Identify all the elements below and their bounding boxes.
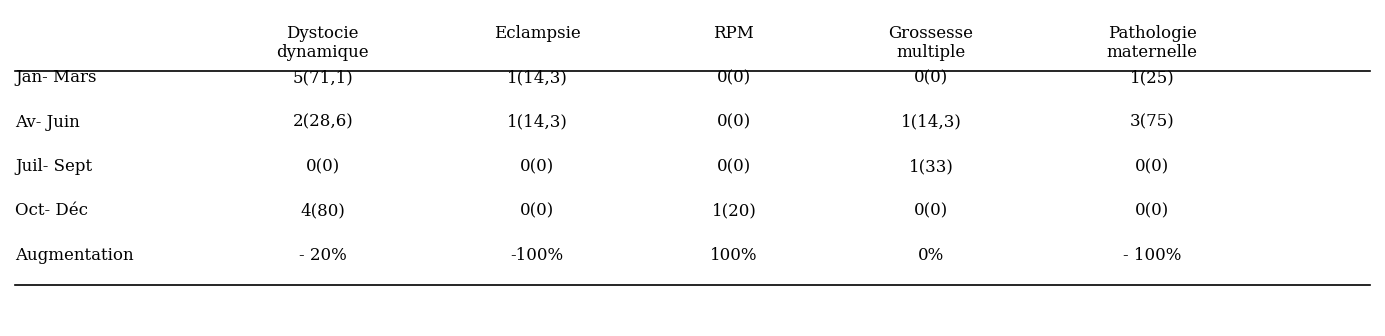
Text: Av- Juin: Av- Juin [15, 114, 80, 131]
Text: 0(0): 0(0) [1134, 202, 1169, 219]
Text: 2(28,6): 2(28,6) [292, 114, 353, 131]
Text: 3(75): 3(75) [1130, 114, 1174, 131]
Text: 0(0): 0(0) [914, 69, 949, 86]
Text: 1(14,3): 1(14,3) [507, 114, 568, 131]
Text: Oct- Déc: Oct- Déc [15, 202, 89, 219]
Text: 1(14,3): 1(14,3) [507, 69, 568, 86]
Text: 0(0): 0(0) [1134, 158, 1169, 175]
Text: 4(80): 4(80) [301, 202, 345, 219]
Text: -100%: -100% [511, 247, 564, 264]
Text: Grossesse
multiple: Grossesse multiple [888, 25, 974, 61]
Text: Dystocie
dynamique: Dystocie dynamique [277, 25, 368, 61]
Text: Juil- Sept: Juil- Sept [15, 158, 93, 175]
Text: 5(71,1): 5(71,1) [292, 69, 353, 86]
Text: - 100%: - 100% [1123, 247, 1181, 264]
Text: 0(0): 0(0) [519, 158, 554, 175]
Text: - 20%: - 20% [299, 247, 346, 264]
Text: Jan- Mars: Jan- Mars [15, 69, 97, 86]
Text: 0%: 0% [918, 247, 945, 264]
Text: 0(0): 0(0) [717, 69, 751, 86]
Text: 0(0): 0(0) [717, 158, 751, 175]
Text: 1(14,3): 1(14,3) [900, 114, 961, 131]
Text: 1(20): 1(20) [712, 202, 756, 219]
Text: Eclampsie: Eclampsie [493, 25, 580, 42]
Text: 0(0): 0(0) [717, 114, 751, 131]
Text: 100%: 100% [711, 247, 758, 264]
Text: RPM: RPM [713, 25, 755, 42]
Text: Pathologie
maternelle: Pathologie maternelle [1107, 25, 1198, 61]
Text: 0(0): 0(0) [914, 202, 949, 219]
Text: 1(33): 1(33) [909, 158, 953, 175]
Text: Augmentation: Augmentation [15, 247, 134, 264]
Text: 0(0): 0(0) [519, 202, 554, 219]
Text: 0(0): 0(0) [306, 158, 339, 175]
Text: 1(25): 1(25) [1130, 69, 1174, 86]
